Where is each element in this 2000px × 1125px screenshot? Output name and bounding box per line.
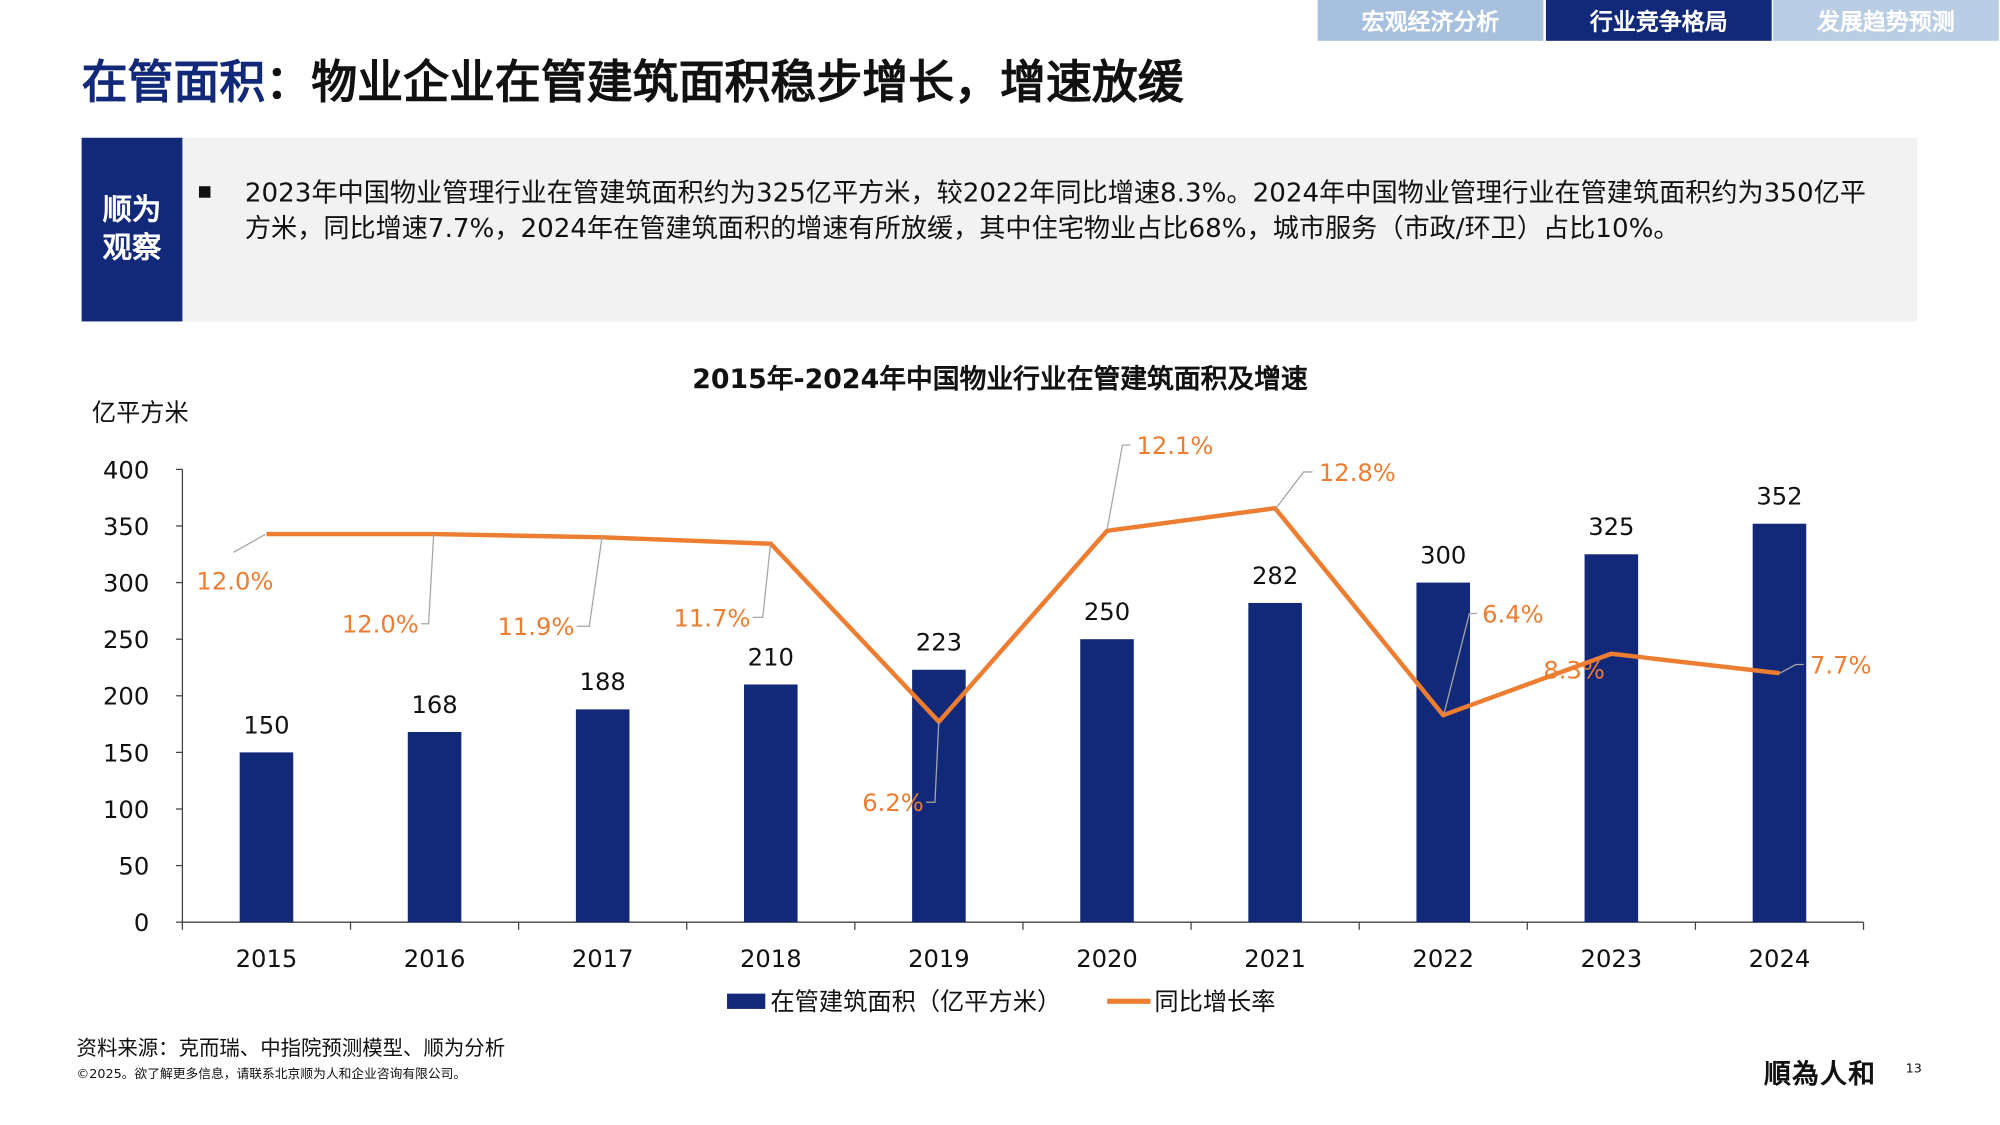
x-tick-label: 2024	[1749, 945, 1811, 973]
growth-label: 11.9%	[497, 613, 574, 641]
copyright: ©2025。欲了解更多信息，请联系北京顺为人和企业咨询有限公司。	[76, 1067, 467, 1082]
bar	[1584, 554, 1639, 923]
tab-macro-economy[interactable]: 宏观经济分析	[1317, 0, 1544, 41]
leader-line	[1106, 444, 1131, 530]
legend: 在管建筑面积（亿平方米） 同比增长率	[727, 983, 1276, 1017]
source-note: 资料来源：克而瑞、中指院预测模型、顺为分析	[76, 1035, 506, 1060]
y-tick-label: 150	[103, 739, 149, 767]
y-tick-label: 400	[103, 456, 149, 484]
bullet-icon	[198, 186, 211, 198]
leader-line	[1779, 663, 1804, 675]
x-tick-label: 2018	[740, 945, 802, 973]
x-tick-label: 2015	[236, 945, 298, 973]
x-tick-label: 2017	[572, 945, 634, 973]
y-tick-label: 50	[118, 853, 149, 881]
bar	[744, 684, 798, 923]
bar	[239, 752, 294, 923]
growth-label: 12.0%	[196, 567, 273, 595]
bar	[912, 669, 966, 923]
bar	[1752, 523, 1807, 923]
leader-line	[420, 534, 435, 625]
title-highlight: 在管面积	[81, 57, 266, 110]
bar-value-label: 300	[1420, 541, 1466, 569]
x-tick-label: 2023	[1581, 945, 1643, 973]
x-tick-label: 2016	[404, 945, 466, 973]
tag-line-1: 顺为	[102, 193, 162, 228]
bar	[1416, 582, 1471, 923]
y-tick-label: 200	[103, 683, 149, 711]
growth-label: 6.4%	[1482, 600, 1544, 628]
leader-line	[1443, 612, 1478, 715]
bar	[575, 709, 630, 923]
bar	[1248, 602, 1302, 923]
bar-value-label: 210	[748, 643, 794, 671]
growth-label: 7.7%	[1810, 651, 1872, 679]
page-number: 13	[1905, 1062, 1922, 1077]
y-tick-label: 350	[103, 513, 149, 541]
observation-text: 2023年中国物业管理行业在管建筑面积约为325亿平方米，较2022年同比增速8…	[244, 177, 1866, 243]
leader-line	[752, 544, 772, 618]
tag-line-2: 观察	[102, 232, 162, 266]
x-tick-label: 2021	[1244, 945, 1306, 973]
legend-bar-label: 在管建筑面积（亿平方米）	[770, 988, 1062, 1017]
observation-box: 顺为观察 2023年中国物业管理行业在管建筑面积约为325亿平方米，较2022年…	[81, 137, 1918, 322]
x-tick-label: 2022	[1412, 945, 1474, 973]
leader-line	[1275, 471, 1313, 510]
growth-label: 12.0%	[342, 611, 419, 639]
y-tick-label: 250	[103, 626, 149, 654]
legend-line-swatch	[1107, 998, 1151, 1004]
page-title: 在管面积：物业企业在管建筑面积稳步增长，增速放缓	[82, 46, 1184, 112]
growth-line	[266, 505, 1780, 724]
tab-industry-competition[interactable]: 行业竞争格局	[1545, 0, 1772, 41]
leader-line	[576, 536, 603, 627]
bar-value-label: 150	[243, 711, 289, 739]
bar	[407, 732, 462, 923]
bar-value-label: 223	[916, 629, 962, 657]
x-tick-label: 2019	[908, 945, 970, 973]
growth-label: 8.3%	[1543, 657, 1605, 685]
growth-label: 12.8%	[1319, 459, 1396, 487]
tab-development-trend[interactable]: 发展趋势预测	[1772, 0, 1999, 41]
growth-label: 12.1%	[1136, 432, 1213, 460]
bar-value-label: 282	[1252, 562, 1298, 590]
bar	[1080, 639, 1134, 923]
leader-line	[926, 721, 940, 803]
bar-value-label: 352	[1756, 483, 1802, 511]
y-tick-label: 0	[134, 909, 149, 937]
legend-line-label: 同比增长率	[1154, 988, 1276, 1017]
observation-tag: 顺为 观察	[81, 137, 183, 322]
bar-value-label: 325	[1588, 513, 1634, 541]
y-tick-label: 100	[103, 796, 149, 824]
leader-line	[233, 533, 266, 553]
bar-value-label: 250	[1084, 598, 1130, 626]
growth-label: 6.2%	[862, 789, 924, 817]
bar-value-label: 188	[580, 668, 626, 696]
bar-value-label: 168	[411, 691, 457, 719]
x-tick-label: 2020	[1076, 945, 1138, 973]
legend-bar-swatch	[727, 992, 766, 1009]
growth-label: 11.7%	[673, 604, 750, 632]
y-axis-unit: 亿平方米	[91, 399, 189, 428]
logo: 順為人和	[1764, 1057, 1877, 1090]
chart-title: 2015年-2024年中国物业行业在管建筑面积及增速	[692, 363, 1308, 395]
title-rest: ：物业企业在管建筑面积稳步增长，增速放缓	[265, 57, 1184, 110]
y-tick-label: 300	[103, 570, 149, 598]
